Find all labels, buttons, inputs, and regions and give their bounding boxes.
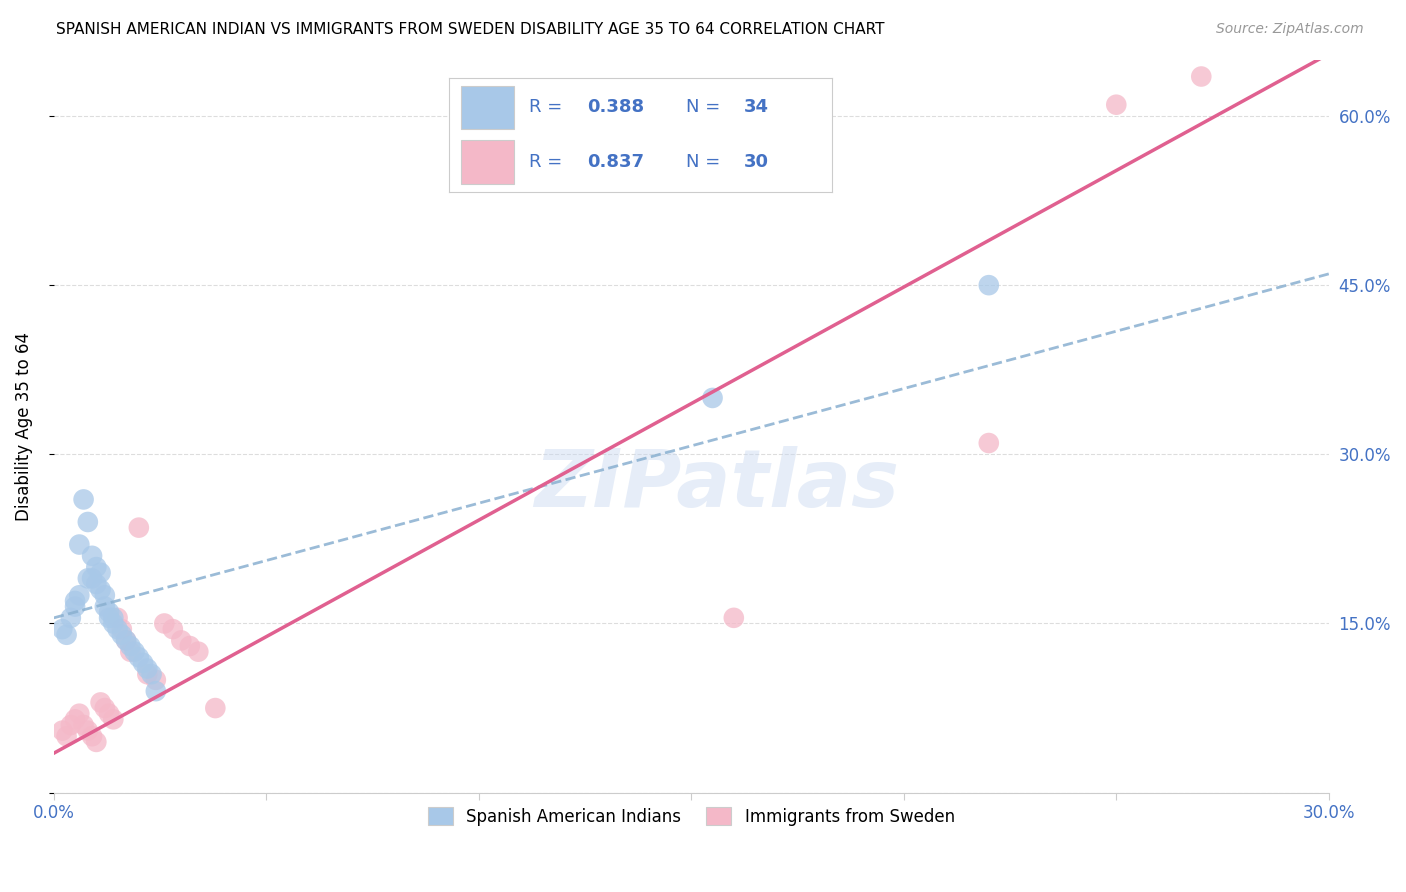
Point xyxy=(90,695,112,709)
Point xyxy=(51,622,73,636)
Point xyxy=(111,622,134,636)
Point xyxy=(98,605,121,619)
Point xyxy=(76,723,98,738)
Point xyxy=(153,616,176,631)
Point xyxy=(94,599,117,614)
Point xyxy=(136,667,159,681)
Point xyxy=(63,594,86,608)
Point xyxy=(107,622,129,636)
Point xyxy=(128,521,150,535)
Y-axis label: Disability Age 35 to 64: Disability Age 35 to 64 xyxy=(15,332,32,521)
Point xyxy=(67,537,90,551)
Point xyxy=(120,645,142,659)
Point xyxy=(67,588,90,602)
Point xyxy=(103,712,125,726)
Point xyxy=(977,436,1000,450)
Point xyxy=(723,611,745,625)
Point xyxy=(120,639,142,653)
Point xyxy=(76,571,98,585)
Point xyxy=(59,718,82,732)
Point xyxy=(55,628,77,642)
Point xyxy=(51,723,73,738)
Point xyxy=(80,571,103,585)
Point xyxy=(72,492,94,507)
Text: SPANISH AMERICAN INDIAN VS IMMIGRANTS FROM SWEDEN DISABILITY AGE 35 TO 64 CORREL: SPANISH AMERICAN INDIAN VS IMMIGRANTS FR… xyxy=(56,22,884,37)
Text: ZIPatlas: ZIPatlas xyxy=(534,446,900,524)
Point xyxy=(86,560,108,574)
Point xyxy=(111,628,134,642)
Point xyxy=(98,611,121,625)
Point xyxy=(94,588,117,602)
Legend: Spanish American Indians, Immigrants from Sweden: Spanish American Indians, Immigrants fro… xyxy=(418,797,965,836)
Point xyxy=(59,611,82,625)
Point xyxy=(187,645,209,659)
Point xyxy=(90,582,112,597)
Point xyxy=(103,611,125,625)
Point xyxy=(162,622,184,636)
Point xyxy=(55,729,77,743)
Point xyxy=(132,656,155,670)
Point xyxy=(63,599,86,614)
Point xyxy=(115,633,138,648)
Point xyxy=(63,712,86,726)
Point xyxy=(1105,97,1128,112)
Point xyxy=(86,577,108,591)
Point xyxy=(179,639,201,653)
Point xyxy=(977,278,1000,293)
Point xyxy=(107,611,129,625)
Point xyxy=(103,616,125,631)
Point xyxy=(72,718,94,732)
Point xyxy=(90,566,112,580)
Point xyxy=(145,684,167,698)
Point xyxy=(145,673,167,687)
Point xyxy=(76,515,98,529)
Point xyxy=(67,706,90,721)
Point xyxy=(86,735,108,749)
Point xyxy=(124,645,146,659)
Point xyxy=(80,729,103,743)
Point xyxy=(141,667,163,681)
Point xyxy=(128,650,150,665)
Point xyxy=(94,701,117,715)
Text: Source: ZipAtlas.com: Source: ZipAtlas.com xyxy=(1216,22,1364,37)
Point xyxy=(1189,70,1212,84)
Point xyxy=(115,633,138,648)
Point xyxy=(80,549,103,563)
Point xyxy=(170,633,193,648)
Point xyxy=(98,706,121,721)
Point xyxy=(136,662,159,676)
Point xyxy=(204,701,226,715)
Point xyxy=(702,391,724,405)
